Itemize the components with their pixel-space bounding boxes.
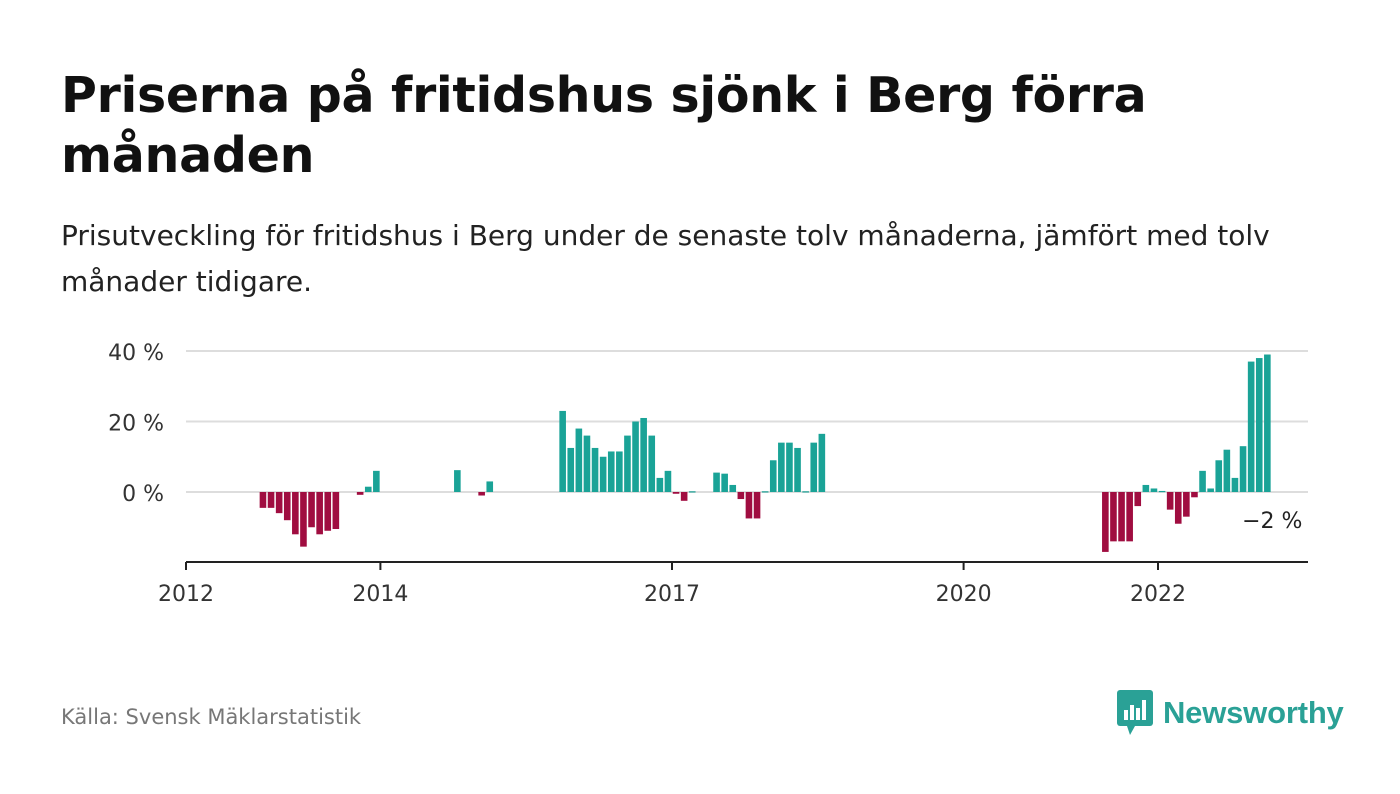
bar — [486, 481, 494, 492]
x-tick-label: 2014 — [352, 582, 408, 607]
y-tick-label: 40 % — [108, 341, 164, 366]
source-note: Källa: Svensk Mäklarstatistik — [61, 705, 362, 729]
bar — [1207, 488, 1214, 492]
bar — [1110, 492, 1117, 542]
bar — [356, 492, 364, 495]
bar — [308, 492, 315, 528]
bar — [616, 451, 623, 492]
bar — [373, 470, 380, 492]
bar — [332, 492, 340, 530]
bar — [753, 492, 761, 519]
bar — [761, 491, 769, 493]
bar — [1223, 449, 1231, 492]
bar — [1150, 488, 1158, 492]
bar — [656, 477, 664, 492]
bar — [259, 492, 267, 508]
bar — [1231, 477, 1239, 492]
bar — [1247, 361, 1255, 492]
bar — [688, 491, 696, 493]
bar — [713, 472, 720, 492]
bar — [1126, 492, 1133, 542]
bar — [778, 442, 785, 492]
gridlines — [186, 350, 1308, 493]
bar — [1102, 492, 1109, 552]
bar — [721, 473, 728, 492]
bar — [583, 435, 591, 492]
last-value-label: −2 % — [1242, 509, 1302, 534]
bar — [1142, 484, 1150, 492]
newsworthy-logo-icon — [1117, 690, 1153, 735]
bar — [324, 492, 332, 531]
bar-chart: 0 % 20 % 40 % 2012 2014 2017 2020 2022 −2 % — [108, 341, 1308, 607]
bar — [1174, 492, 1182, 524]
chart-title: Priserna på fritidshus sjönk i Berg förr… — [61, 67, 1147, 184]
x-tick-label: 2012 — [158, 582, 214, 607]
bar — [575, 428, 583, 492]
bar — [275, 492, 283, 514]
brand-name: Newsworthy — [1163, 695, 1344, 730]
annotations: −2 % — [1242, 509, 1302, 534]
bar — [567, 447, 575, 492]
bar — [292, 492, 299, 535]
y-tick-label: 0 % — [122, 482, 164, 507]
bar — [729, 484, 737, 492]
chart-subtitle: Prisutveckling för fritidshus i Berg und… — [61, 219, 1270, 298]
bar — [1215, 460, 1223, 492]
x-axis: 2012 2014 2017 2020 2022 — [158, 561, 1308, 607]
bar — [599, 456, 607, 492]
bar — [559, 410, 566, 492]
bar — [648, 435, 656, 492]
y-tick-label: 20 % — [108, 412, 164, 437]
bar — [672, 492, 680, 494]
bar — [1166, 492, 1174, 510]
bar — [1264, 354, 1271, 492]
bar — [316, 492, 323, 535]
bar — [1199, 470, 1206, 492]
brand-logo[interactable]: Newsworthy — [1117, 688, 1344, 738]
bar — [769, 460, 777, 492]
bar — [591, 447, 599, 492]
x-tick-label: 2017 — [644, 582, 700, 607]
bar — [1183, 492, 1190, 517]
bar — [680, 492, 688, 501]
bar — [300, 492, 307, 547]
bar — [794, 447, 801, 492]
x-tick-label: 2020 — [936, 582, 992, 607]
bar — [786, 442, 793, 492]
bar — [664, 470, 672, 492]
bar — [607, 451, 615, 492]
bar — [1255, 358, 1263, 492]
bar — [802, 491, 809, 493]
bar — [267, 492, 275, 508]
bar — [818, 433, 826, 492]
bar — [810, 442, 818, 492]
bar — [283, 492, 291, 521]
bar — [1158, 490, 1166, 493]
bar — [632, 421, 639, 492]
bars — [259, 354, 1271, 552]
bar — [624, 435, 631, 492]
x-tick-label: 2022 — [1130, 582, 1186, 607]
bar — [1239, 446, 1247, 492]
bar — [745, 492, 753, 519]
bar — [1134, 492, 1142, 507]
y-axis-ticks: 0 % 20 % 40 % — [108, 341, 164, 507]
bar — [1191, 492, 1198, 498]
bar — [454, 470, 461, 492]
bar — [1118, 492, 1125, 542]
bar — [364, 486, 372, 492]
bar — [737, 492, 745, 500]
bar — [478, 492, 485, 496]
bar — [640, 417, 647, 492]
